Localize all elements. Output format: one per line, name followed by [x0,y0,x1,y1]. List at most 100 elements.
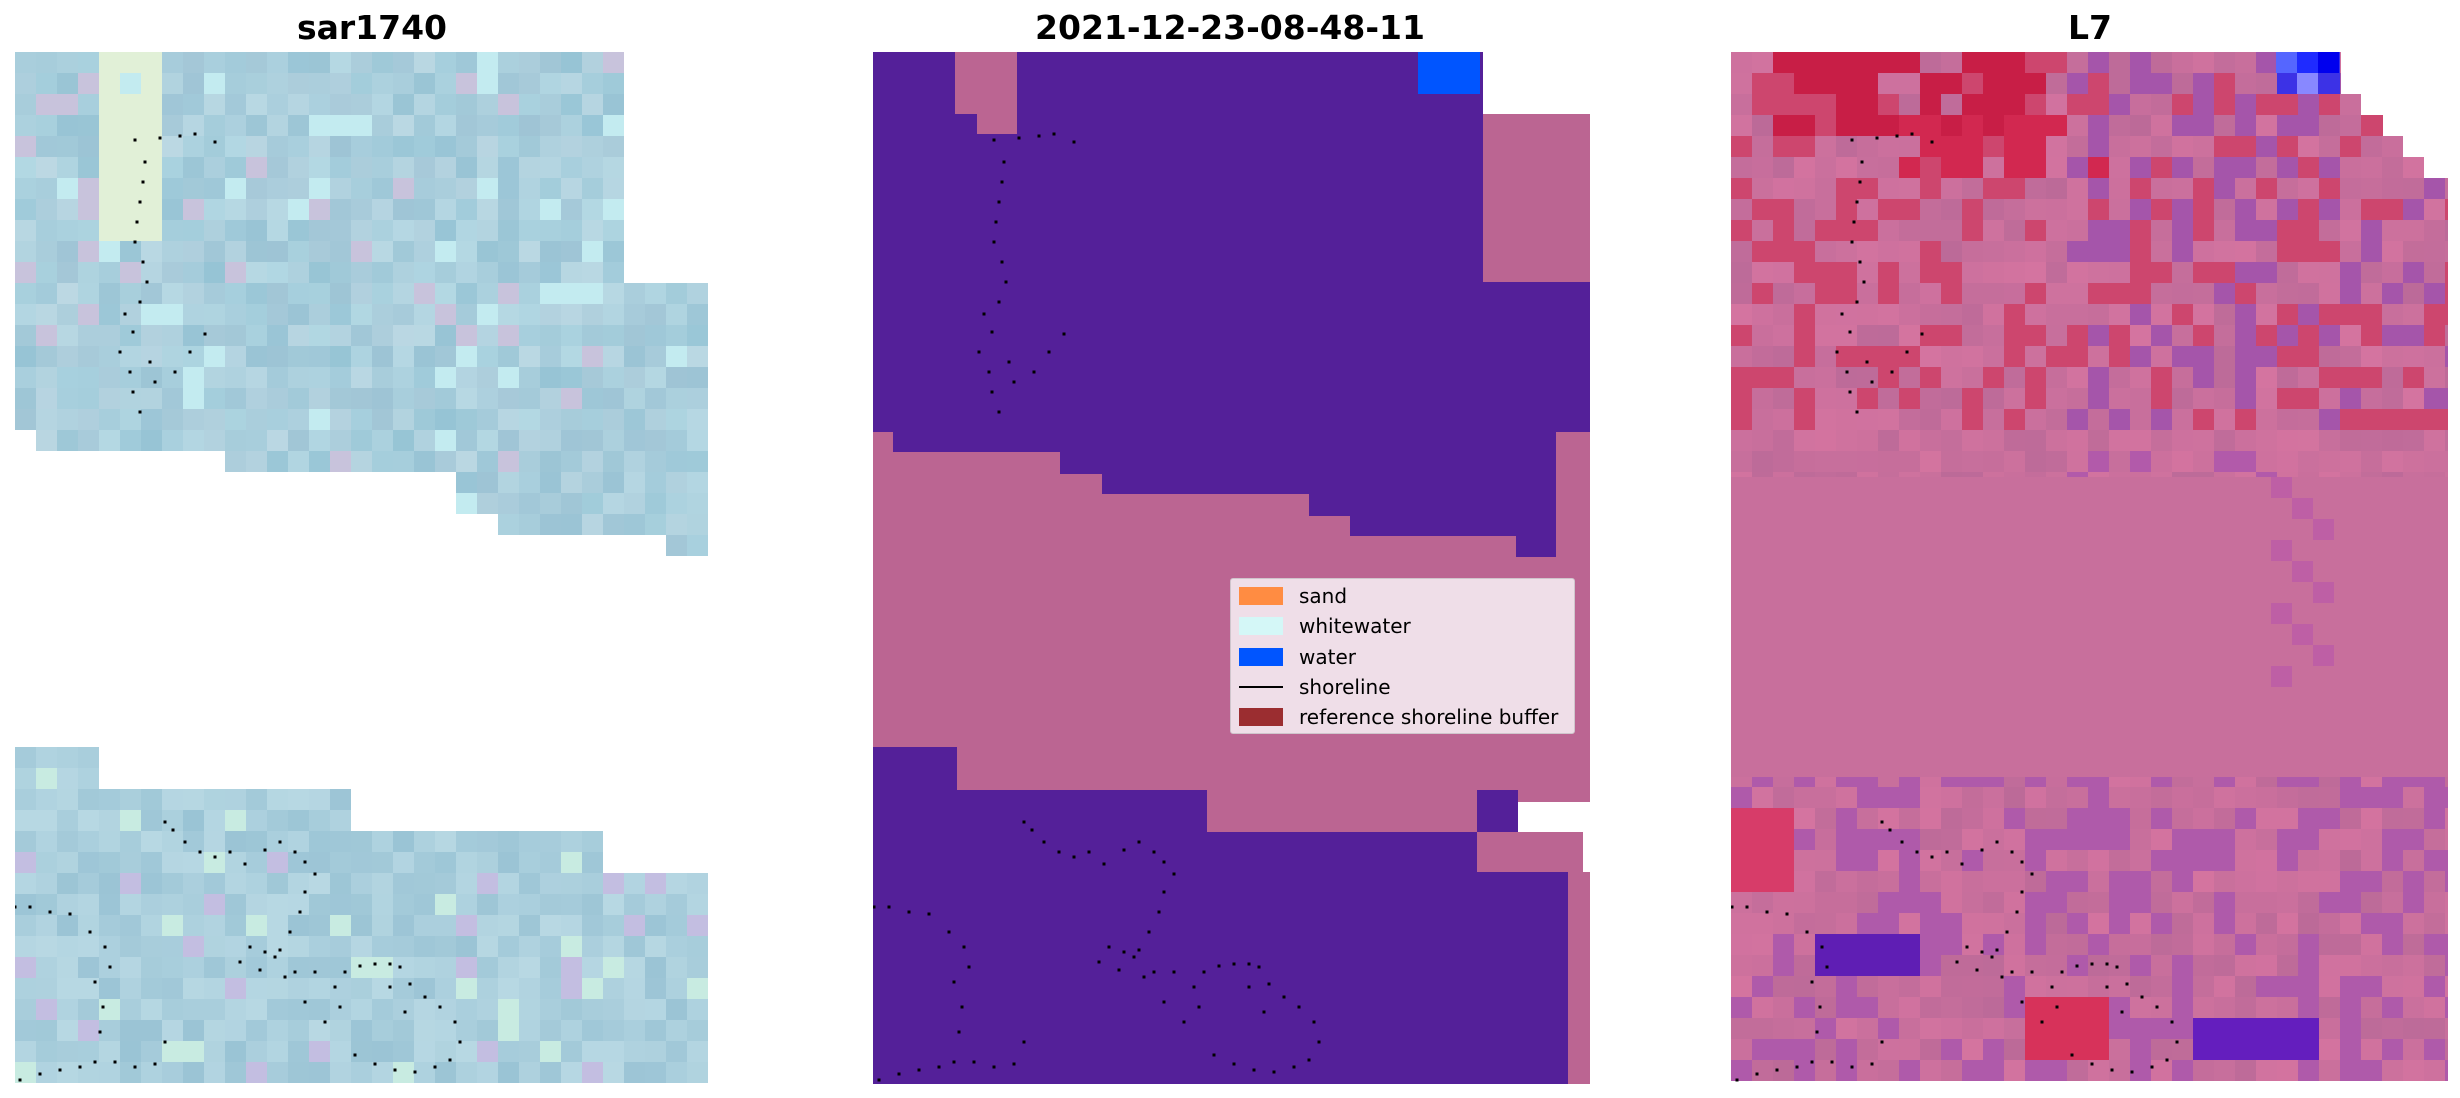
sar-pixel [519,831,540,852]
index-pixel [1878,808,1899,829]
index-pixel [2235,913,2256,934]
sar-pixel [246,978,267,999]
index-pixel [2088,241,2109,262]
index-pixel [2004,52,2025,73]
index-pixel [1752,829,1773,850]
sar-pixel [603,1062,624,1083]
index-pixel [2004,94,2025,115]
sar-pixel [78,73,99,94]
index-pixel [2130,1060,2151,1081]
sar-pixel [435,304,456,325]
index-pixel [2025,934,2046,955]
index-pixel [1731,136,1752,157]
index-pixel [1920,367,1941,388]
sar-pixel [393,115,414,136]
sar-pixel [120,325,141,346]
index-pixel [1941,829,1962,850]
index-pixel [2088,94,2109,115]
index-pixel [2424,451,2445,472]
sar-pixel [78,873,99,894]
sar-pixel [603,52,624,73]
index-pixel [1878,409,1899,430]
sar-pixel [246,94,267,115]
shoreline-point [2090,1062,2094,1066]
shoreline-point [131,330,135,334]
sar-pixel [540,514,561,535]
shoreline-point [994,220,998,224]
sar-pixel [414,136,435,157]
sar-pixel [57,304,78,325]
index-pixel [2256,73,2277,94]
sar-pixel [141,136,162,157]
sar-pixel [246,388,267,409]
index-pixel [2424,304,2445,325]
index-pixel [2109,1018,2130,1039]
index-pixel [2088,913,2109,934]
sar-pixel [141,283,162,304]
sar-pixel [330,810,351,831]
sar-pixel [372,894,393,915]
shoreline-point [960,1005,964,1009]
index-pixel [1731,1060,1752,1081]
index-pixel [1962,388,1983,409]
index-pixel [2025,430,2046,451]
index-pixel [1773,871,1794,892]
sar-pixel [225,831,246,852]
sar-pixel [372,831,393,852]
shoreline-point [128,370,132,374]
sar-pixel [456,1041,477,1062]
sar-pixel [687,283,708,304]
index-pixel [2319,199,2340,220]
shoreline-point [1975,968,1979,972]
sar-pixel [288,894,309,915]
index-pixel [2109,157,2130,178]
index-pixel [2256,976,2277,997]
shoreline-point [1900,840,1904,844]
index-pixel [2004,451,2025,472]
sar-pixel [498,157,519,178]
index-pixel [2172,997,2193,1018]
index-pixel [2340,1039,2361,1060]
shoreline-point [1755,1072,1759,1076]
index-pixel [1773,934,1794,955]
index-pixel [2382,850,2403,871]
sar-pixel [624,1041,645,1062]
index-pixel [1773,997,1794,1018]
index-pixel [1815,892,1836,913]
sar-pixel [57,936,78,957]
sar-pixel [477,430,498,451]
index-pixel [1857,913,1878,934]
sar-pixel [645,388,666,409]
index-pixel [2109,787,2130,808]
shoreline-point [1858,180,1862,184]
sar-pixel [78,325,99,346]
index-pixel [2403,325,2424,346]
index-pixel [1983,220,2004,241]
index-pixel [1857,325,1878,346]
index-pixel [1941,178,1962,199]
index-pixel [2193,934,2214,955]
sar-pixel [99,999,120,1020]
sar-pixel [477,241,498,262]
index-pixel [2277,787,2298,808]
index-pixel [2046,73,2067,94]
sar-pixel [624,388,645,409]
sar-pixel [204,52,225,73]
index-pixel [1836,976,1857,997]
index-pixel [2319,388,2340,409]
sar-pixel [183,430,204,451]
sar-pixel [351,115,372,136]
sar-pixel [645,472,666,493]
sar-pixel [603,957,624,978]
index-pixel [1878,850,1899,871]
sar-pixel [351,451,372,472]
index-pixel [2067,178,2088,199]
index-pixel [2172,115,2193,136]
shoreline-point [1915,850,1919,854]
classified-water-patch [1418,52,1480,94]
sar-pixel [519,283,540,304]
shoreline-point [38,1072,42,1076]
sar-pixel [456,831,477,852]
index-pixel [2004,388,2025,409]
sar-pixel [519,430,540,451]
